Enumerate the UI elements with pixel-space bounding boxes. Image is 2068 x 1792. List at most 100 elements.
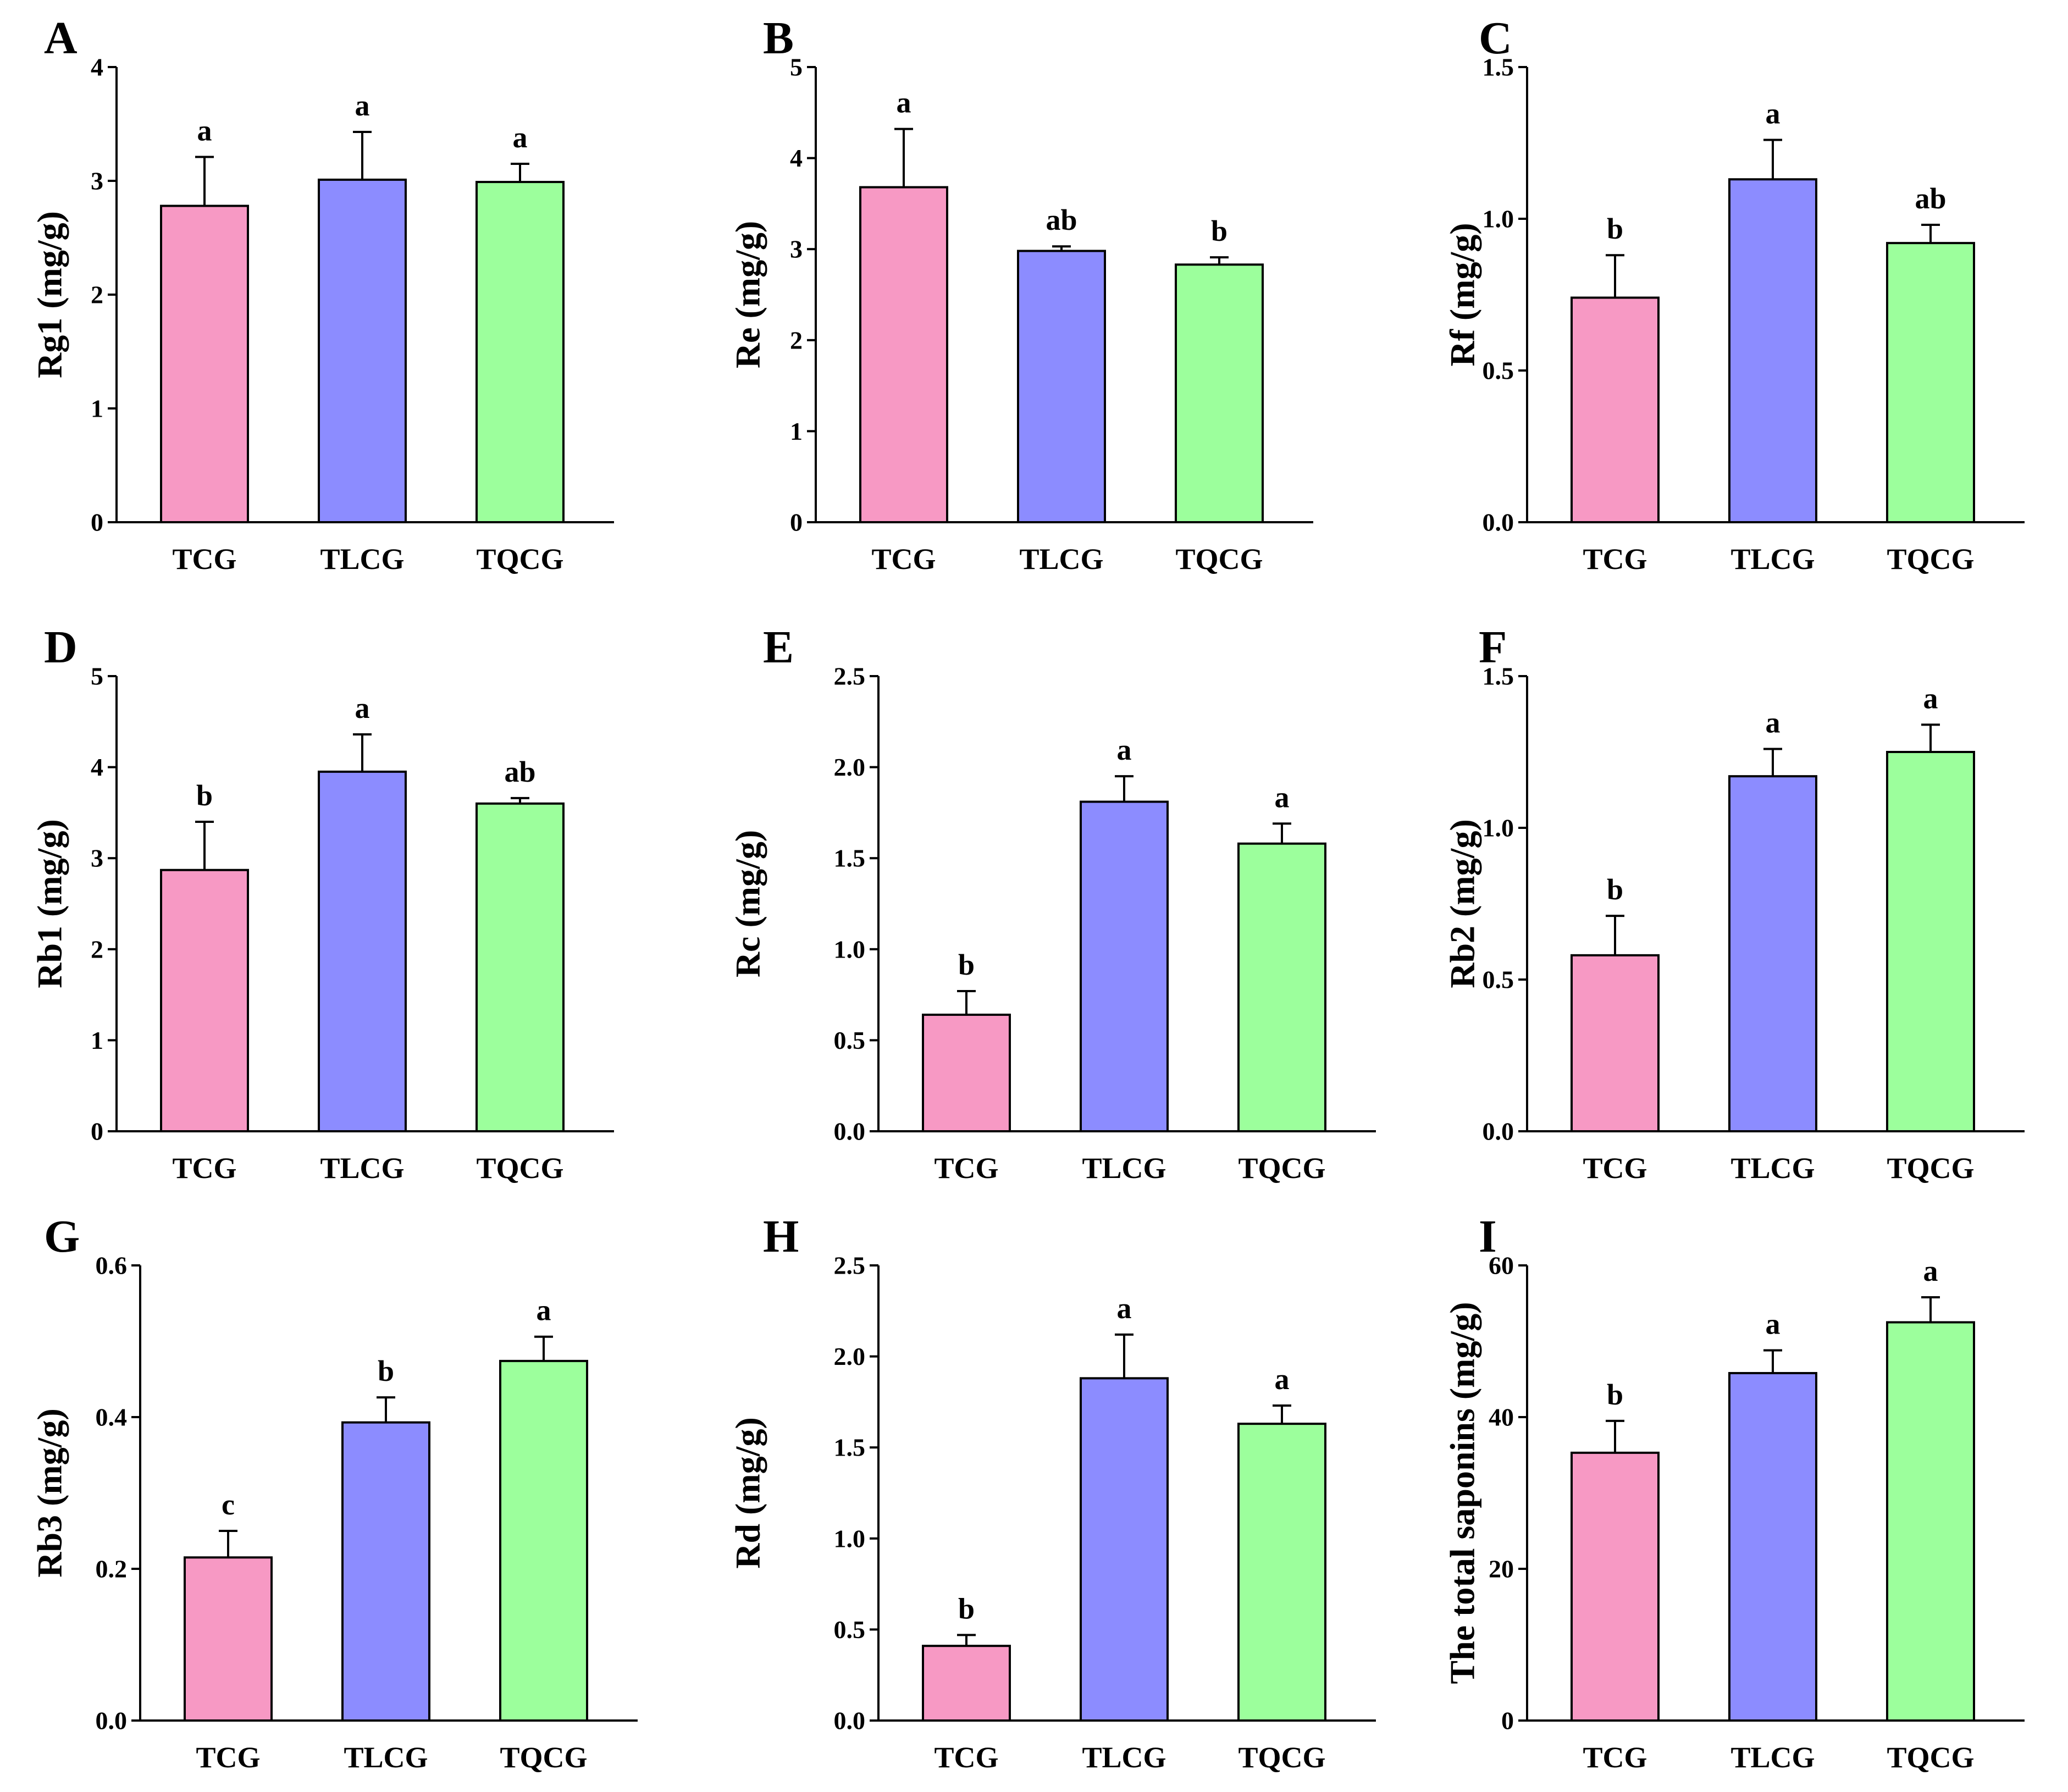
y-tick-label: 2.0 [834,753,866,781]
panel-letter: A [44,13,78,64]
x-tick-label: TQCG [1887,1741,1974,1774]
x-tick-label: TLCG [1082,1152,1166,1185]
y-tick-label: 1.5 [1483,53,1514,81]
panel-a: A Rg1 (mg/g) 0 1 2 3 4 a TCG a TLCG a TQCG [30,13,614,576]
y-tick-label: 5 [790,53,803,81]
y-tick-label: 1.0 [834,1524,866,1552]
x-tick-label: TQCG [1238,1741,1325,1774]
significance-label: a [1766,1308,1781,1341]
panel-i: I The total saponins (mg/g) 0 20 40 60 b TCG a TL… [1443,1211,2025,1774]
x-tick-label: TCG [172,543,236,576]
panel-g: G Rb3 (mg/g) 0.0 0.2 0.4 0.6 c TCG b TLCG a TQCG [30,1211,638,1774]
y-tick-label: 2.5 [834,1252,866,1280]
bar-tlcg [1080,800,1169,1132]
panel-letter: C [1479,13,1512,64]
y-axis-label: Rd (mg/g) [728,1417,767,1569]
bar-tqcg [499,1359,588,1722]
y-tick-label: 1.0 [1483,205,1514,233]
y-tick-label: 0.0 [834,1118,866,1146]
bar-tlcg [1728,775,1817,1133]
significance-label: b [958,948,975,981]
x-tick-label: TQCG [476,543,563,576]
x-tick-label: TLCG [1730,1152,1815,1185]
x-tick-label: TCG [934,1741,998,1774]
panel-letter: G [44,1211,80,1262]
significance-label: a [1275,781,1290,814]
y-tick-label: 1.0 [834,935,866,963]
y-tick-label: 4 [790,144,803,172]
y-tick-label: 1.5 [834,844,866,872]
significance-label: b [1607,212,1623,245]
significance-label: a [1117,733,1132,766]
y-tick-label: 0.0 [1483,1118,1514,1146]
x-tick-label: TLCG [1730,543,1815,576]
significance-label: b [1607,1378,1623,1411]
significance-label: a [355,89,370,122]
significance-label: ab [1915,182,1946,215]
bar-tlcg [341,1421,430,1722]
x-tick-label: TLCG [320,1152,404,1185]
y-tick-label: 20 [1489,1555,1514,1583]
bar-tqcg [475,181,565,523]
bar-tcg [1571,296,1660,524]
y-tick-label: 5 [91,662,103,690]
y-tick-label: 0.5 [1483,966,1514,994]
significance-label: c [222,1488,235,1521]
panel-h: H Rd (mg/g) 0.0 0.5 1.0 1.5 2.0 2.5 b TCG a TLCG a TQ… [728,1211,1376,1774]
y-axis-label: Re (mg/g) [728,221,767,368]
significance-label: ab [1046,203,1077,236]
significance-label: b [1607,873,1623,906]
x-tick-label: TCG [1583,1741,1647,1774]
bar-tqcg [1237,1423,1326,1722]
y-tick-label: 4 [91,753,103,781]
bar-tqcg [1175,263,1264,523]
y-tick-label: 60 [1489,1252,1514,1280]
panel-letter: D [44,622,78,673]
x-tick-label: TLCG [344,1741,428,1774]
y-tick-label: 0.0 [1483,508,1514,537]
y-tick-label: 2 [91,281,103,309]
y-tick-label: 1 [790,417,803,445]
bar-tcg [1571,1451,1660,1722]
y-tick-label: 0 [1501,1707,1514,1735]
significance-label: a [1766,97,1781,130]
x-tick-label: TCG [196,1741,260,1774]
y-axis-label: Rf (mg/g) [1443,223,1482,366]
bar-tlcg [318,770,407,1132]
significance-label: b [1211,214,1227,247]
y-tick-label: 0.2 [96,1555,128,1583]
y-tick-label: 3 [91,844,103,872]
y-axis-label: Rb2 (mg/g) [1443,819,1482,988]
y-tick-label: 1.5 [834,1434,866,1462]
y-tick-label: 0.5 [1483,357,1514,385]
x-tick-label: TCG [1583,1152,1647,1185]
significance-label: a [513,121,528,154]
x-tick-label: TQCG [1175,543,1263,576]
y-tick-label: 2 [790,326,803,354]
significance-label: a [355,692,370,724]
y-axis-label: Rb3 (mg/g) [30,1408,69,1578]
bar-tqcg [475,802,565,1132]
significance-label: a [1117,1292,1132,1325]
bar-tqcg [1237,842,1326,1132]
y-tick-label: 3 [91,167,103,195]
y-tick-label: 4 [91,53,103,81]
y-tick-label: 0.5 [834,1616,866,1644]
panel-e: E Rc (mg/g) 0.0 0.5 1.0 1.5 2.0 2.5 b TCG a TLCG a TQ… [728,622,1376,1185]
y-tick-label: 2 [91,935,103,963]
significance-label: b [958,1592,975,1625]
x-tick-label: TCG [172,1152,236,1185]
bar-tlcg [318,178,407,523]
bar-tcg [184,1556,273,1722]
x-tick-label: TLCG [1730,1741,1815,1774]
x-tick-label: TLCG [1019,543,1103,576]
panel-letter: I [1479,1211,1497,1262]
bar-tqcg [1886,242,1975,523]
x-tick-label: TQCG [476,1152,563,1185]
y-tick-label: 0.4 [96,1403,128,1431]
y-tick-label: 40 [1489,1403,1514,1431]
y-tick-label: 1.5 [1483,662,1514,690]
y-tick-label: 0.5 [834,1026,866,1054]
y-axis-label: The total saponins (mg/g) [1443,1302,1482,1684]
significance-label: a [1923,682,1938,715]
